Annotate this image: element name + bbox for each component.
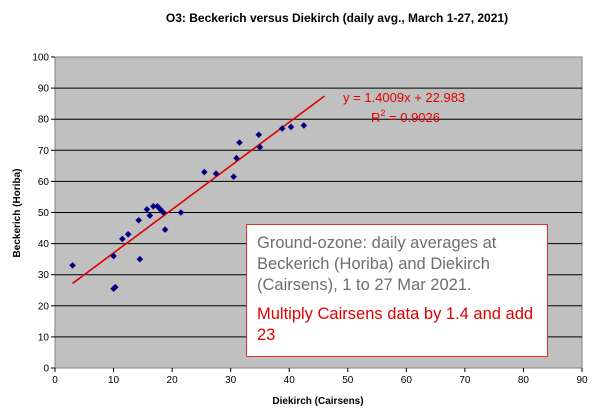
info-instruction: Multiply Cairsens data by 1.4 and add 23 xyxy=(257,305,534,344)
x-tick-label: 60 xyxy=(401,375,413,386)
data-point xyxy=(112,283,119,291)
data-point xyxy=(278,125,286,132)
data-point xyxy=(160,209,167,216)
y-tick-label: 0 xyxy=(43,364,49,375)
data-point xyxy=(157,206,164,213)
info-box: Ground-ozone: daily averages at Beckeric… xyxy=(246,224,548,357)
data-points xyxy=(69,122,308,292)
data-point xyxy=(177,209,185,216)
data-point xyxy=(212,170,220,177)
y-tick-label: 100 xyxy=(32,53,49,64)
data-point xyxy=(143,206,151,213)
x-tick-label: 10 xyxy=(108,375,120,386)
x-tick-label: 0 xyxy=(52,375,58,386)
x-tick-labels: 0 10 20 30 40 50 60 70 80 90 xyxy=(52,368,588,386)
y-tick-label: 10 xyxy=(38,332,50,343)
trend-equation: y = 1.4009x + 22.983 xyxy=(343,90,465,105)
data-point xyxy=(233,154,240,162)
chart-title: O3: Beckerich versus Diekirch (daily avg… xyxy=(166,11,508,25)
data-point xyxy=(69,262,76,269)
data-point xyxy=(150,202,157,210)
data-point xyxy=(256,143,264,151)
x-tick-label: 30 xyxy=(225,375,237,386)
data-point xyxy=(124,230,132,238)
y-axis-title: Beckerich (Horiba) xyxy=(12,169,23,258)
data-point xyxy=(110,252,117,260)
r-squared-label: R2 = 0.9026 xyxy=(371,108,440,125)
y-tick-label: 80 xyxy=(38,115,50,126)
data-point xyxy=(300,122,308,129)
data-point xyxy=(146,212,154,219)
y-tick-label: 30 xyxy=(38,270,50,281)
y-tick-label: 50 xyxy=(38,208,50,219)
x-tick-label: 50 xyxy=(342,375,354,386)
r2-value: = 0.9026 xyxy=(385,110,440,125)
y-tick-label: 60 xyxy=(38,177,50,188)
y-tick-label: 20 xyxy=(38,301,50,312)
data-point xyxy=(136,255,144,263)
y-tick-label: 70 xyxy=(38,146,50,157)
info-description: Ground-ozone: daily averages at Beckeric… xyxy=(257,234,497,294)
x-tick-label: 70 xyxy=(459,375,471,386)
x-tick-label: 80 xyxy=(518,375,530,386)
data-point xyxy=(135,216,143,224)
y-tick-label: 90 xyxy=(38,84,50,95)
data-point xyxy=(236,139,243,146)
data-point xyxy=(161,226,169,233)
y-tick-label: 40 xyxy=(38,239,50,250)
x-tick-label: 40 xyxy=(284,375,296,386)
x-tick-label: 20 xyxy=(167,375,179,386)
data-point xyxy=(110,285,117,292)
data-point xyxy=(119,235,126,243)
data-point xyxy=(287,123,295,131)
r2-letter: R xyxy=(371,110,380,125)
data-point xyxy=(255,131,263,139)
x-axis-title: Diekirch (Cairsens) xyxy=(272,396,363,407)
x-tick-label: 90 xyxy=(576,375,588,386)
y-tick-labels: 0 10 20 30 40 50 60 70 80 90 100 xyxy=(32,53,55,375)
data-point xyxy=(230,173,237,181)
data-point xyxy=(201,168,208,176)
r2-superscript: 2 xyxy=(380,108,385,118)
